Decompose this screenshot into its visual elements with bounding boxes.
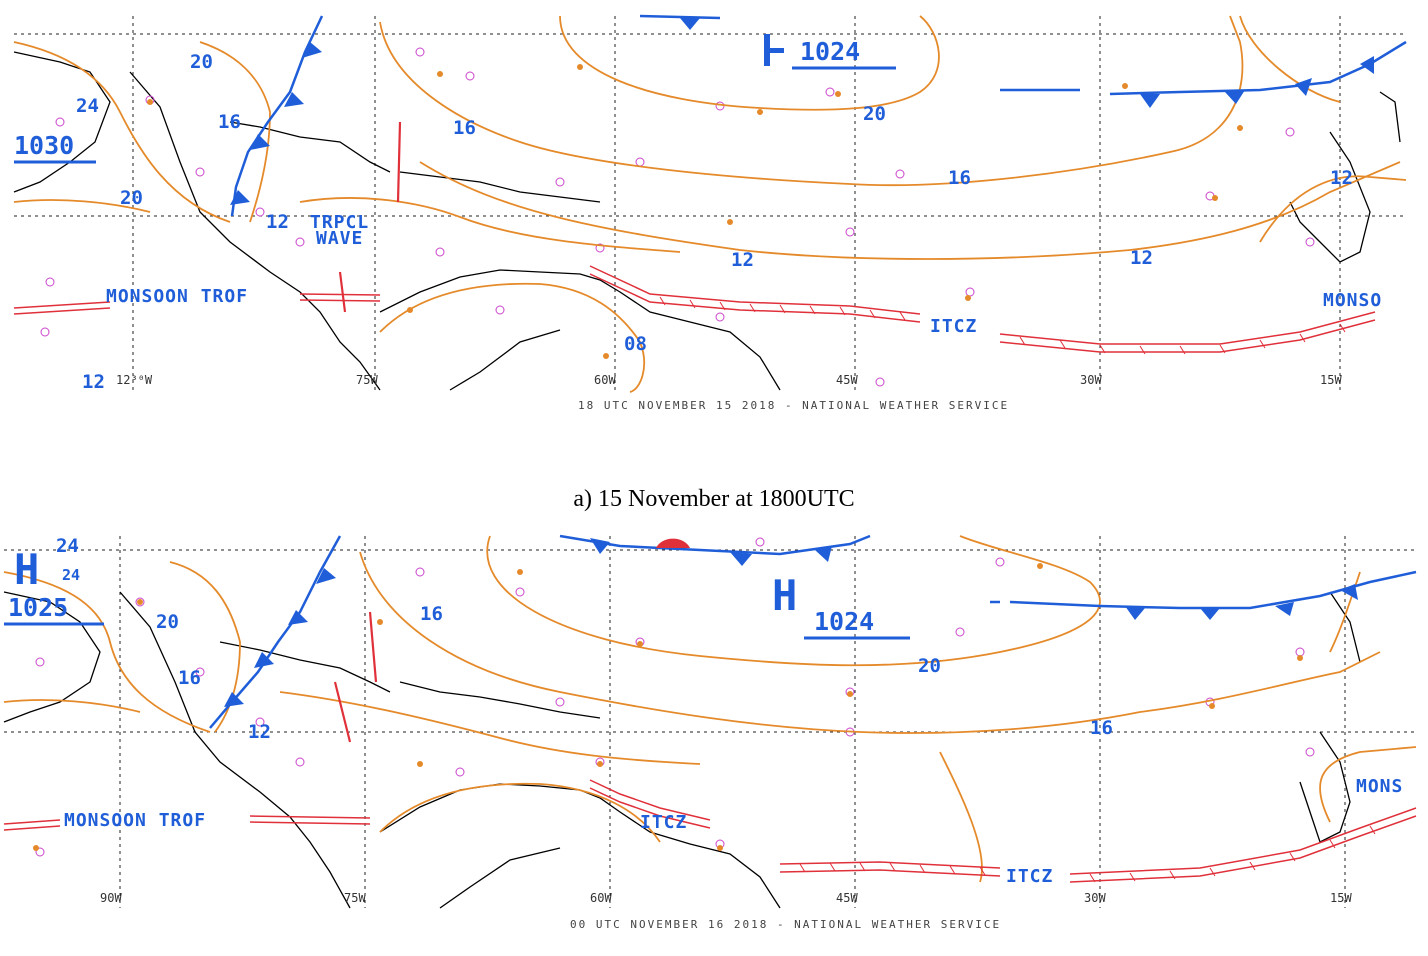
map-a-station-plots <box>40 47 1315 387</box>
itcz-label: ITCZ <box>930 316 977 337</box>
map-b-high-pressure: H 1025 H 1024 <box>4 545 910 640</box>
high-pressure-value: 1024 <box>800 37 860 66</box>
figure-caption-a: a) 15 November at 1800UTC <box>573 486 855 512</box>
isobar-label: 24 <box>76 95 99 117</box>
high-letter: H <box>14 545 39 594</box>
map-b-footer: 00 UTC NOVEMBER 16 2018 - NATIONAL WEATH… <box>570 918 1001 931</box>
isobar-label: 20 <box>190 51 213 73</box>
map-a-isobars <box>13 15 1407 393</box>
high-pressure-value: 1024 <box>814 607 874 636</box>
longitude-label: 75W <box>356 373 378 387</box>
isobar-label: 12 <box>82 371 105 393</box>
longitude-label: 30W <box>1084 891 1106 905</box>
map-a-itcz <box>13 265 1376 353</box>
isobar-label: 12 <box>248 721 271 743</box>
isobar-label: 16 <box>178 667 201 689</box>
map-b-itcz <box>3 779 1417 883</box>
monsoon-trough-label-right: MONS <box>1356 776 1403 797</box>
isobar-label: 16 <box>218 111 241 133</box>
longitude-label: 30W <box>1080 373 1102 387</box>
map-b-tropical-wave <box>333 611 378 743</box>
monsoon-trough-label: MONSOON TROF <box>106 286 248 307</box>
isobar-label: 20 <box>918 655 941 677</box>
longitude-label: 60W <box>590 891 612 905</box>
tropical-wave-label: WAVE <box>316 228 363 249</box>
map-a-itcz-hatch <box>659 296 1346 355</box>
high-pressure-value: 1025 <box>8 593 68 622</box>
surface-analysis-map-b: 24 24 20 16 16 12 20 16 H 1025 H 1024 MO… <box>0 532 1428 956</box>
longitude-label: 15W <box>1320 373 1342 387</box>
map-a-feature-labels: TRPCL WAVE MONSOON TROF MONSO ITCZ <box>106 212 1382 337</box>
isobar-label: 08 <box>624 333 647 355</box>
map-b-cold-front <box>209 534 1417 729</box>
longitude-label: 75W <box>344 891 366 905</box>
map-b-isobar-labels: 24 24 20 16 16 12 20 16 <box>56 535 1113 743</box>
isobar-label: 12 <box>266 211 289 233</box>
map-b-longitude-labels: 90W 75W 60W 45W 30W 15W <box>100 891 1352 905</box>
map-a-cold-front <box>230 14 1407 217</box>
longitude-label: 12³⁰W <box>116 373 153 387</box>
map-b-isobars <box>3 535 1417 883</box>
map-a-isobar-labels: 20 24 16 20 12 16 20 16 12 12 12 12 08 <box>76 51 1353 393</box>
itcz-label: ITCZ <box>640 812 687 833</box>
longitude-label: 90W <box>100 891 122 905</box>
isobar-label: 12 <box>731 249 754 271</box>
isobar-label: 12 <box>1130 247 1153 269</box>
isobar-label: 24 <box>56 535 79 557</box>
longitude-label: 45W <box>836 891 858 905</box>
map-b-grid <box>4 536 1416 908</box>
isobar-label: 20 <box>863 103 886 125</box>
isobar-label: 16 <box>453 117 476 139</box>
tropical-wave-label: TRPCL <box>310 212 369 233</box>
isobar-label: 16 <box>1090 717 1113 739</box>
longitude-label: 45W <box>836 373 858 387</box>
isobar-label: 16 <box>948 167 971 189</box>
map-b-canvas: 24 24 20 16 16 12 20 16 H 1025 H 1024 MO… <box>3 534 1417 931</box>
isobar-label: 12 <box>1330 167 1353 189</box>
map-a-high-pressure: 1024 1030 <box>14 34 896 164</box>
map-a-grid <box>14 16 1406 392</box>
pressure-box-value: 1030 <box>14 131 74 160</box>
map-b-feature-labels: MONSOON TROF MONS ITCZ ITCZ <box>64 776 1403 887</box>
map-a-tropical-wave <box>338 121 402 313</box>
isobar-label: 24 <box>62 566 80 584</box>
map-a-coastlines <box>13 51 1401 391</box>
isobar-label: 20 <box>156 611 179 633</box>
isobar-label: 16 <box>420 603 443 625</box>
map-a-footer: 18 UTC NOVEMBER 15 2018 - NATIONAL WEATH… <box>578 399 1009 412</box>
monsoon-trough-label-right: MONSO <box>1323 290 1382 311</box>
itcz-label: ITCZ <box>1006 866 1053 887</box>
map-b-station-markers <box>33 563 1303 851</box>
monsoon-trough-label: MONSOON TROF <box>64 810 206 831</box>
map-a-longitude-labels: 12³⁰W 75W 60W 45W 30W 15W <box>116 373 1342 387</box>
longitude-label: 60W <box>594 373 616 387</box>
map-a-station-markers <box>147 64 1243 359</box>
isobar-label: 20 <box>120 187 143 209</box>
surface-analysis-map-a: 20 24 16 20 12 16 20 16 12 12 12 12 08 1… <box>0 12 1428 422</box>
longitude-label: 15W <box>1330 891 1352 905</box>
map-b-itcz-hatch <box>799 825 1376 883</box>
map-a-canvas: 20 24 16 20 12 16 20 16 12 12 12 12 08 1… <box>13 14 1407 412</box>
high-letter: H <box>772 571 797 620</box>
